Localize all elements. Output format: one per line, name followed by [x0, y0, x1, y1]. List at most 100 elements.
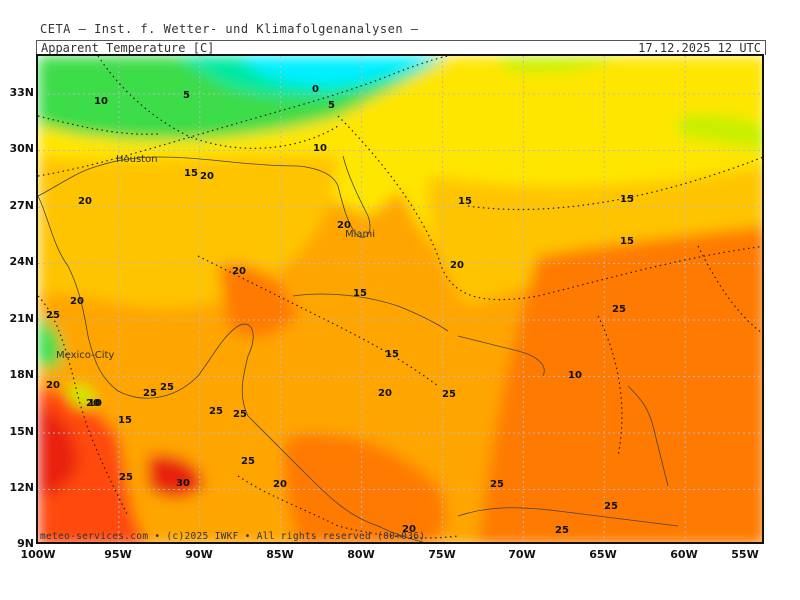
source-title: CETA — Inst. f. Wetter- und Klimafolgena…: [40, 22, 419, 36]
lat-label: 18N: [9, 368, 34, 381]
coastline: [38, 195, 199, 399]
contour-label: 20: [402, 524, 416, 535]
grid-lines: [38, 56, 762, 542]
coastline: [197, 323, 254, 417]
field-region: [38, 386, 146, 542]
contour-label: 15: [620, 194, 634, 205]
isolines: [38, 56, 762, 539]
isoline: [38, 295, 129, 517]
coastline: [247, 415, 424, 542]
contour-label: 25: [241, 456, 255, 467]
lat-label: 15N: [9, 425, 34, 438]
contour-label: 20: [86, 398, 100, 409]
coastlines: [38, 155, 679, 542]
field-region: [427, 166, 762, 306]
contour-label: 5: [328, 100, 335, 111]
coastline: [292, 293, 449, 332]
contour-label: 25: [442, 389, 456, 400]
lon-label: 60W: [670, 548, 698, 561]
contour-label: 20: [46, 380, 60, 391]
city-label: Miami: [345, 229, 375, 240]
lat-label: 12N: [9, 481, 34, 494]
contour-label: 15: [385, 349, 399, 360]
contour-label: 15: [353, 288, 367, 299]
contour-label: 20: [78, 196, 92, 207]
lat-label: 21N: [9, 312, 34, 325]
coastline: [457, 335, 545, 377]
field-region: [38, 406, 78, 496]
contour-label: 20: [70, 296, 84, 307]
field-region: [678, 114, 762, 151]
contour-label: 15: [118, 415, 132, 426]
field-region: [478, 226, 762, 542]
isoline: [97, 56, 339, 149]
field-region: [238, 56, 438, 87]
contour-label: 20: [232, 266, 246, 277]
lon-label: 70W: [508, 548, 536, 561]
contour-label: 15: [620, 236, 634, 247]
isoline: [697, 245, 762, 334]
field-region: [38, 56, 98, 116]
contour-label: 25: [143, 388, 157, 399]
field-region: [283, 433, 447, 542]
contour-label: 10: [313, 143, 327, 154]
contour-label: 30: [176, 478, 190, 489]
city-labels: Houston Miami Mexico-City: [56, 154, 375, 361]
lon-label: 55W: [731, 548, 759, 561]
coastline: [627, 385, 669, 487]
lon-label: 80W: [347, 548, 375, 561]
contour-label: 0: [312, 84, 319, 95]
parameter-label: Apparent Temperature [C]: [41, 41, 215, 55]
isoline: [197, 255, 439, 387]
contour-label: 25: [209, 406, 223, 417]
field-region: [218, 264, 298, 337]
city-label: Mexico-City: [56, 350, 114, 361]
contour-label: 20: [450, 260, 464, 271]
temperature-map[interactable]: 10 5 0 5 10 15 20 20 15 15 20 15 20 20 15 25 20 25 15 10 20 2…: [36, 54, 764, 544]
lat-label: 27N: [9, 199, 34, 212]
contour-label: 10: [94, 96, 108, 107]
contour-label: 5: [183, 90, 190, 101]
field-region: [38, 154, 338, 309]
lon-label: 65W: [589, 548, 617, 561]
contour-label: 25: [46, 310, 60, 321]
contour-label: 20: [200, 171, 214, 182]
field-region: [148, 455, 203, 498]
contour-label: 10: [568, 370, 582, 381]
contour-label: 15: [458, 196, 472, 207]
lat-label: 9N: [17, 537, 34, 550]
lon-label: 100W: [20, 548, 56, 561]
city-label: Houston: [116, 154, 158, 165]
isoline: [597, 315, 623, 457]
isoline: [38, 56, 449, 177]
contour-label: 25: [490, 479, 504, 490]
field-region: [38, 316, 62, 369]
lat-label: 30N: [9, 142, 34, 155]
field-region: [68, 384, 94, 408]
contour-label: 10: [88, 398, 102, 409]
coastline: [457, 507, 679, 527]
contour-label: 25: [233, 409, 247, 420]
contour-label: 15: [184, 168, 198, 179]
contour-label: 25: [555, 525, 569, 536]
coastline: [38, 156, 339, 197]
contour-label: 20: [378, 388, 392, 399]
lat-label: 33N: [9, 86, 34, 99]
lon-label: 85W: [266, 548, 294, 561]
title-bar: Apparent Temperature [C] 17.12.2025 12 U…: [36, 40, 766, 55]
copyright-footer: meteo-services.com • (c)2025 IWKF • All …: [40, 531, 426, 542]
lon-label: 90W: [185, 548, 213, 561]
contour-label: 20: [273, 479, 287, 490]
contour-label: 20: [337, 220, 351, 231]
lon-label: 95W: [104, 548, 132, 561]
contour-label: 25: [160, 382, 174, 393]
contour-label: 25: [604, 501, 618, 512]
lon-label: 75W: [428, 548, 456, 561]
contour-label: 25: [119, 472, 133, 483]
lat-label: 24N: [9, 255, 34, 268]
coastline: [337, 155, 371, 238]
valid-time: 17.12.2025 12 UTC: [638, 41, 761, 55]
temperature-field: [38, 56, 762, 542]
